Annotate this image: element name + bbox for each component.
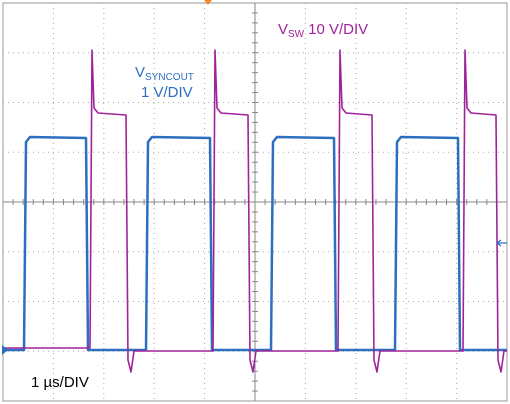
vsyncout-trace — [3, 135, 507, 352]
trigger-position-marker — [204, 0, 212, 5]
trigger-level-marker — [496, 239, 507, 247]
vsw-trace — [3, 49, 507, 373]
vsyncout-label: VSYNCOUT — [135, 64, 194, 83]
vsw-label: VSW 10 V/DIV — [278, 21, 368, 40]
vsyncout-subscript: SYNCOUT — [145, 72, 194, 83]
vsw-symbol: V — [278, 21, 288, 38]
ground-marker — [2, 345, 8, 355]
timebase-label: 1 µs/DIV — [31, 374, 89, 391]
vsyncout-scale: 1 V/DIV — [141, 84, 193, 101]
vsw-scale: 10 V/DIV — [308, 21, 368, 38]
vsw-subscript: SW — [288, 29, 305, 40]
graticule — [3, 3, 507, 401]
vsyncout-symbol: V — [135, 64, 145, 81]
